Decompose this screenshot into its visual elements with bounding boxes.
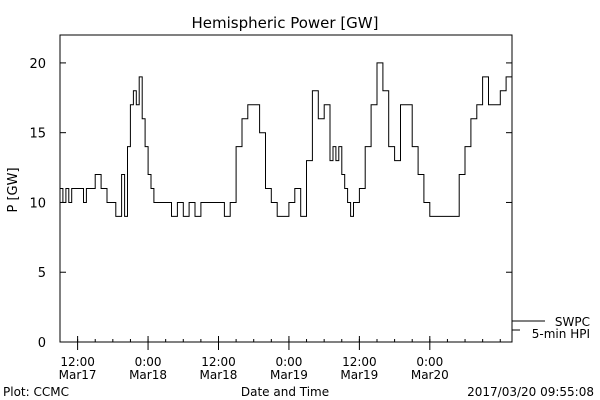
x-tick-label-time: 12:00 xyxy=(60,355,95,369)
y-tick-label: 20 xyxy=(29,57,46,72)
x-tick-label-date: Mar19 xyxy=(340,368,378,382)
x-tick-label-time: 0:00 xyxy=(275,355,302,369)
series-line-swpc xyxy=(60,62,513,217)
x-tick-label-date: Mar19 xyxy=(270,368,308,382)
y-tick-label: 15 xyxy=(29,127,46,142)
y-axis: 0 5 10 15 20 xyxy=(29,57,512,351)
x-axis: 12:00Mar170:00Mar1812:00Mar180:00Mar1912… xyxy=(59,336,501,382)
legend: SWPC 5-min HPI xyxy=(512,315,590,341)
chart-title: Hemispheric Power [GW] xyxy=(192,14,379,32)
x-tick-label-time: 12:00 xyxy=(342,355,377,369)
x-tick-label-date: Mar18 xyxy=(129,368,167,382)
x-tick-label-time: 0:00 xyxy=(416,355,443,369)
x-tick-label-time: 12:00 xyxy=(201,355,236,369)
y-tick-label: 0 xyxy=(38,336,46,351)
footer-timestamp: 2017/03/20 09:55:08 xyxy=(467,385,594,399)
x-tick-label-date: Mar17 xyxy=(59,368,97,382)
y-axis-label: P [GW] xyxy=(6,167,21,212)
x-tick-label-date: Mar18 xyxy=(200,368,238,382)
x-tick-label-time: 0:00 xyxy=(135,355,162,369)
x-tick-label-date: Mar20 xyxy=(411,368,449,382)
footer-source: Plot: CCMC xyxy=(3,385,69,399)
x-axis-label: Date and Time xyxy=(241,385,329,399)
y-tick-label: 5 xyxy=(38,266,46,281)
legend-series-subtitle: 5-min HPI xyxy=(532,327,590,341)
y-tick-label: 10 xyxy=(29,196,46,211)
legend-series-name: SWPC xyxy=(555,315,590,329)
